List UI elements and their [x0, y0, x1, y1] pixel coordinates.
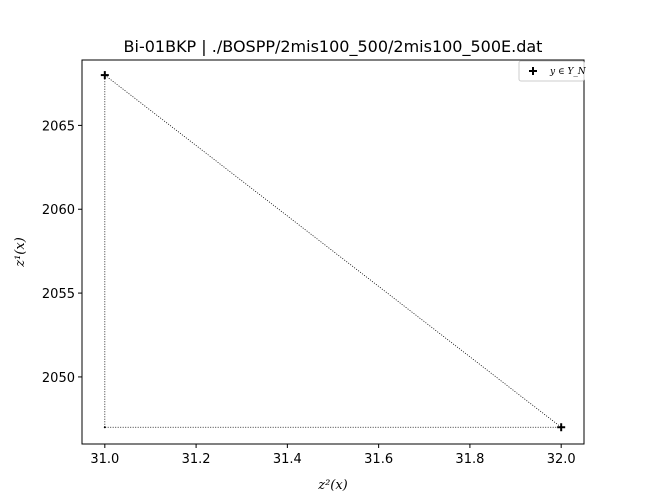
x-tick-label: 31.4 [273, 452, 302, 467]
legend-marker-icon [529, 67, 537, 75]
y-axis-label: z¹(x) [13, 237, 28, 268]
guide-line-segment [104, 74, 562, 428]
x-tick-label: 31.6 [364, 452, 393, 467]
guide-lines [103, 74, 562, 429]
axes-frame [81, 59, 585, 445]
legend-entry-label: y ∈ Y_N [549, 67, 587, 77]
x-tick-label: 31.2 [182, 452, 211, 467]
x-tick-label: 32.0 [547, 452, 576, 467]
x-tick-label: 31.0 [90, 452, 119, 467]
legend: y ∈ Y_N [518, 60, 587, 82]
y-tick-label: 2055 [42, 287, 75, 302]
y-tick-label: 2060 [42, 203, 75, 218]
data-point-plus-marker [557, 423, 566, 432]
data-points [100, 71, 566, 432]
chart-title: Bi-01BKP | ./BOSPP/2mis100_500/2mis100_5… [124, 37, 543, 57]
y-tick-label: 2050 [42, 371, 75, 386]
legend-box [518, 60, 585, 82]
data-point-plus-marker [100, 71, 109, 80]
x-axis: 31.0 31.2 31.4 31.6 31.8 32.0 [90, 444, 576, 467]
y-tick-label: 2065 [42, 119, 75, 134]
corner-point [103, 426, 106, 429]
plot-area [81, 59, 585, 445]
x-axis-label: z²(x) [317, 478, 348, 493]
x-tick-label: 31.8 [455, 452, 484, 467]
y-axis: 2050 2055 2060 2065 [42, 119, 82, 386]
